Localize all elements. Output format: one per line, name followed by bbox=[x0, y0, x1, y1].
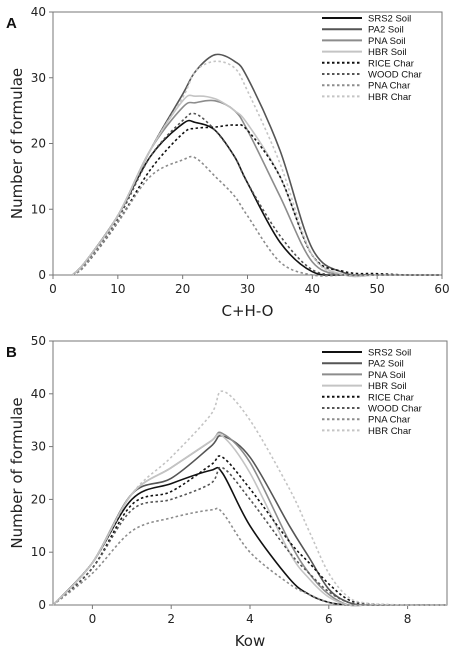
series-line bbox=[71, 99, 442, 277]
x-tick-label: 30 bbox=[240, 282, 255, 296]
chart-panel-B: B 0 2 4 6 8 0 10 20 30 40 50 Kow Number of formulae SR… bbox=[6, 334, 448, 650]
x-tick-label: 50 bbox=[370, 282, 385, 296]
y-tick-label: 0 bbox=[38, 598, 46, 612]
legend-label: PA2 Soil bbox=[368, 25, 404, 36]
chart-panel-A: A 0 10 20 30 40 50 60 0 10 20 30 40 C+H-O Number of fo… bbox=[6, 5, 450, 320]
x-tick-label: 6 bbox=[325, 612, 333, 626]
legend-label: HBR Char bbox=[368, 426, 411, 437]
legend-label: WOOD Char bbox=[368, 404, 422, 415]
series-line bbox=[52, 433, 448, 607]
x-tick-label: 40 bbox=[305, 282, 320, 296]
series-line bbox=[52, 466, 448, 606]
y-tick-label: 40 bbox=[31, 387, 46, 401]
y-tick-label: 30 bbox=[31, 440, 46, 454]
legend-label: RICE Char bbox=[368, 58, 414, 69]
legend-label: PNA Char bbox=[368, 415, 410, 426]
legend-label: PNA Char bbox=[368, 81, 410, 92]
y-tick-label: 30 bbox=[31, 71, 46, 85]
x-tick-label: 0 bbox=[49, 282, 57, 296]
panel-label: B bbox=[6, 344, 17, 361]
y-tick-label: 20 bbox=[31, 492, 46, 506]
series-line bbox=[71, 94, 442, 278]
y-tick-label: 0 bbox=[38, 268, 46, 282]
x-axis-label: C+H-O bbox=[222, 302, 274, 320]
legend-label: HBR Soil bbox=[368, 381, 407, 392]
series-line bbox=[52, 455, 448, 606]
y-axis-label: Number of formulae bbox=[8, 68, 26, 219]
x-tick-label: 8 bbox=[404, 612, 412, 626]
legend-label: PNA Soil bbox=[368, 370, 406, 381]
series-line bbox=[52, 507, 448, 606]
y-tick-label: 40 bbox=[31, 5, 46, 19]
y-tick-label: 10 bbox=[31, 202, 46, 216]
x-axis-label: Kow bbox=[235, 632, 266, 650]
series-line bbox=[72, 155, 442, 277]
panel-label: A bbox=[6, 15, 17, 32]
legend-label: WOOD Char bbox=[368, 70, 422, 81]
legend-label: PA2 Soil bbox=[368, 359, 404, 370]
x-tick-label: 20 bbox=[175, 282, 190, 296]
legend-label: SRS2 Soil bbox=[368, 348, 411, 359]
y-tick-label: 50 bbox=[31, 334, 46, 348]
y-tick-label: 10 bbox=[31, 545, 46, 559]
legend-label: HBR Soil bbox=[368, 47, 407, 58]
x-tick-label: 60 bbox=[434, 282, 449, 296]
legend-label: SRS2 Soil bbox=[368, 14, 411, 25]
y-axis-label: Number of formulae bbox=[8, 397, 26, 548]
x-tick-label: 10 bbox=[110, 282, 125, 296]
x-tick-label: 0 bbox=[89, 612, 97, 626]
series-line bbox=[71, 60, 442, 278]
x-tick-label: 4 bbox=[246, 612, 254, 626]
series-line bbox=[72, 123, 443, 276]
series-line bbox=[71, 112, 442, 277]
y-tick-label: 20 bbox=[31, 137, 46, 151]
series-line bbox=[52, 390, 448, 606]
legend-label: RICE Char bbox=[368, 392, 414, 403]
legend-label: PNA Soil bbox=[368, 36, 406, 47]
x-tick-label: 2 bbox=[167, 612, 175, 626]
legend-label: HBR Char bbox=[368, 92, 411, 103]
